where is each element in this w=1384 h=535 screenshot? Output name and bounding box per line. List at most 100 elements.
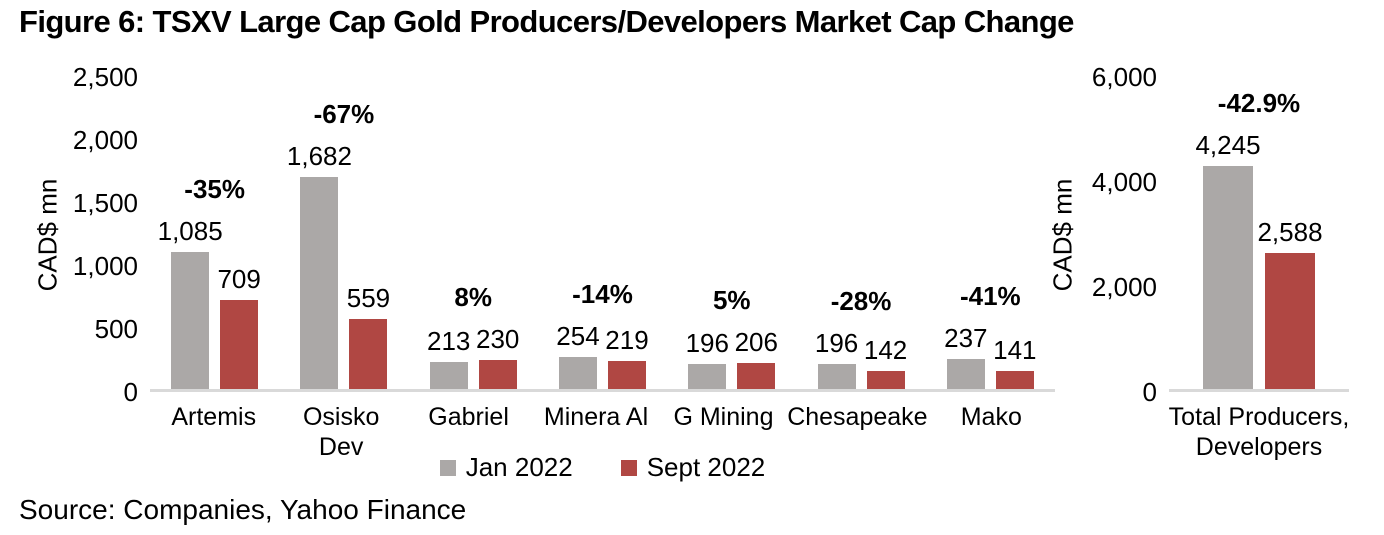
y-tick-label: 6,000 xyxy=(1091,62,1157,92)
bar-jan-2022 xyxy=(171,252,210,389)
bar-chart-total: CAD$ mn 0 2,000 4,000 6,000 -42.9% 4,245 2,58… xyxy=(1042,64,1350,462)
bar-jan-2022 xyxy=(300,177,339,389)
value-label: 4,245 xyxy=(1195,130,1261,161)
bar-pair: 213 230 xyxy=(427,324,520,389)
y-tick-label: 2,500 xyxy=(72,62,138,92)
bar-group: -67% 1,682 559 xyxy=(279,77,408,389)
bar-pair: 4,245 2,588 xyxy=(1195,132,1323,389)
y-tick-label: 1,500 xyxy=(72,188,138,218)
legend-swatch-gray xyxy=(439,459,456,476)
bar-sept-2022 xyxy=(1265,253,1315,389)
legend-label: Sept 2022 xyxy=(646,452,766,482)
bar-pair: 237 141 xyxy=(944,325,1037,389)
bar-group: 8% 213 230 xyxy=(409,77,538,389)
bar-group: -41% 237 141 xyxy=(926,77,1055,389)
bar-column: 196 xyxy=(685,328,729,389)
y-axis-ticks: 0 500 1,000 1,500 2,000 2,500 xyxy=(70,64,150,405)
y-tick-label: 4,000 xyxy=(1091,167,1157,197)
plot-area: -35% 1,085 709 -67% 1,682 559 8% 213 230 -14% 254 2… xyxy=(150,77,1055,392)
value-label: 709 xyxy=(217,263,261,294)
category-label: G Mining xyxy=(673,403,774,431)
bar-group: -14% 254 219 xyxy=(538,77,667,389)
category-label: Chesapeake xyxy=(787,403,928,431)
bar-chart-companies: CAD$ mn 0 500 1,000 1,500 2,000 2,500 -35% 1,0… xyxy=(25,64,1055,462)
bar-jan-2022 xyxy=(817,364,856,389)
change-percent-label: -14% xyxy=(572,279,633,309)
source-note: Source: Companies, Yahoo Finance xyxy=(19,494,467,525)
bar-column: 709 xyxy=(217,263,261,389)
bar-group: -28% 196 142 xyxy=(796,77,925,389)
value-label: 2,588 xyxy=(1257,217,1323,248)
value-label: 141 xyxy=(993,335,1037,366)
value-label: 1,682 xyxy=(286,141,352,172)
bar-pair: 254 219 xyxy=(556,323,649,389)
change-percent-label: 8% xyxy=(454,282,492,313)
category-label: Minera Al xyxy=(543,403,649,431)
y-tick-label: 2,000 xyxy=(1091,272,1157,302)
value-label: 230 xyxy=(476,324,520,355)
value-label: 559 xyxy=(346,282,391,313)
bar-column: 142 xyxy=(863,335,908,389)
bar-column: 4,245 xyxy=(1195,132,1261,389)
bar-pair: 196 206 xyxy=(685,327,778,389)
change-percent-label: -28% xyxy=(830,286,892,317)
legend-item-jan-2022: Jan 2022 xyxy=(439,452,573,483)
bar-sept-2022 xyxy=(478,360,517,389)
y-tick-label: 1,000 xyxy=(72,251,138,281)
category-label: Mako xyxy=(960,403,1022,431)
bar-sept-2022 xyxy=(349,318,388,389)
value-label: 196 xyxy=(814,328,859,359)
bar-jan-2022 xyxy=(558,357,597,389)
plot-area: -42.9% 4,245 2,588 xyxy=(1169,77,1349,392)
bar-jan-2022 xyxy=(429,362,468,389)
bar-sept-2022 xyxy=(995,371,1034,389)
change-percent-label: -67% xyxy=(313,99,375,130)
bar-group: -42.9% 4,245 2,588 xyxy=(1169,77,1349,389)
y-axis-title-wrap: CAD$ mn xyxy=(1042,77,1084,392)
bar-column: 1,085 xyxy=(158,218,223,389)
legend: Jan 2022 Sept 2022 xyxy=(150,452,1055,483)
value-label: 1,085 xyxy=(157,216,223,247)
bar-column: 196 xyxy=(814,328,859,389)
change-percent-label: -35% xyxy=(184,174,245,205)
legend-label: Jan 2022 xyxy=(465,452,573,482)
y-tick-label: 0 xyxy=(1142,377,1157,407)
x-axis-labels: Artemis Osisko Dev Gabriel Minera Al G Minin… xyxy=(150,402,1055,462)
value-label: 142 xyxy=(863,335,908,366)
y-axis-title-wrap: CAD$ mn xyxy=(25,77,70,392)
category-label: Osisko Dev xyxy=(302,403,380,461)
bar-column: 1,682 xyxy=(287,143,352,389)
bar-column: 254 xyxy=(556,323,600,389)
bar-sept-2022 xyxy=(737,363,776,389)
category-label: Gabriel xyxy=(428,403,509,431)
bar-pair: 1,682 559 xyxy=(287,143,391,389)
y-axis-title: CAD$ mn xyxy=(1047,178,1078,291)
y-axis-title: CAD$ mn xyxy=(32,178,62,291)
bar-pair: 196 142 xyxy=(814,328,908,389)
legend-swatch-red xyxy=(620,459,637,476)
value-label: 206 xyxy=(734,327,778,358)
plot-column: -42.9% 4,245 2,588 Total Producers, Develo… xyxy=(1169,77,1350,462)
value-label: 219 xyxy=(605,325,649,356)
bar-group: -35% 1,085 709 xyxy=(150,77,279,389)
value-label: 196 xyxy=(685,328,729,359)
legend-item-sept-2022: Sept 2022 xyxy=(620,452,766,483)
x-axis-labels: Total Producers, Developers xyxy=(1124,402,1384,462)
y-axis-ticks: 0 2,000 4,000 6,000 xyxy=(1084,64,1169,405)
bar-jan-2022 xyxy=(1203,166,1253,389)
y-tick-label: 500 xyxy=(94,314,138,344)
bar-column: 2,588 xyxy=(1257,219,1323,389)
bar-sept-2022 xyxy=(220,299,259,389)
bar-column: 230 xyxy=(476,324,520,389)
bar-sept-2022 xyxy=(866,371,905,389)
change-percent-label: -41% xyxy=(959,281,1021,312)
category-label: Artemis xyxy=(171,403,257,431)
bar-group: 5% 196 206 xyxy=(667,77,796,389)
bar-column: 206 xyxy=(734,327,778,389)
bar-jan-2022 xyxy=(946,359,985,389)
bar-column: 219 xyxy=(605,325,649,389)
bar-sept-2022 xyxy=(607,361,646,389)
value-label: 213 xyxy=(427,326,471,357)
figure-title: Figure 6: TSXV Large Cap Gold Producers/… xyxy=(19,4,1074,39)
plot-column: -35% 1,085 709 -67% 1,682 559 8% 213 230 -14% 254 2… xyxy=(150,77,1055,462)
